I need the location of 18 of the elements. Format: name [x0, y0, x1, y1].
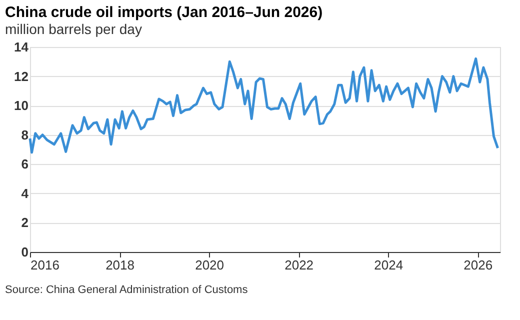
x-tick-label: 2016 [30, 258, 60, 272]
line-series [28, 57, 500, 154]
y-tick-label: 6 [21, 156, 28, 172]
y-tick-label: 10 [14, 98, 28, 114]
x-tick-label: 2018 [106, 258, 134, 272]
x-tick-label: 2024 [374, 258, 404, 272]
x-tick-label: 2022 [284, 258, 314, 272]
y-tick-label: 14 [14, 40, 30, 54]
y-tick-label: 2 [21, 215, 28, 230]
y-tick-label: 8 [21, 127, 28, 142]
chart-title: China crude oil imports (Jan 2016–Jun 2026) [5, 4, 323, 21]
chart-subtitle: million barrels per day [5, 21, 142, 37]
x-tick-label: 2026 [464, 258, 493, 272]
y-tick-label: 12 [14, 68, 28, 84]
source-note: Source: China General Administration of Customs [5, 284, 248, 296]
y-tick-label: 0 [21, 244, 28, 260]
x-tick-label: 2020 [195, 258, 224, 272]
y-tick-label: 4 [21, 186, 30, 201]
